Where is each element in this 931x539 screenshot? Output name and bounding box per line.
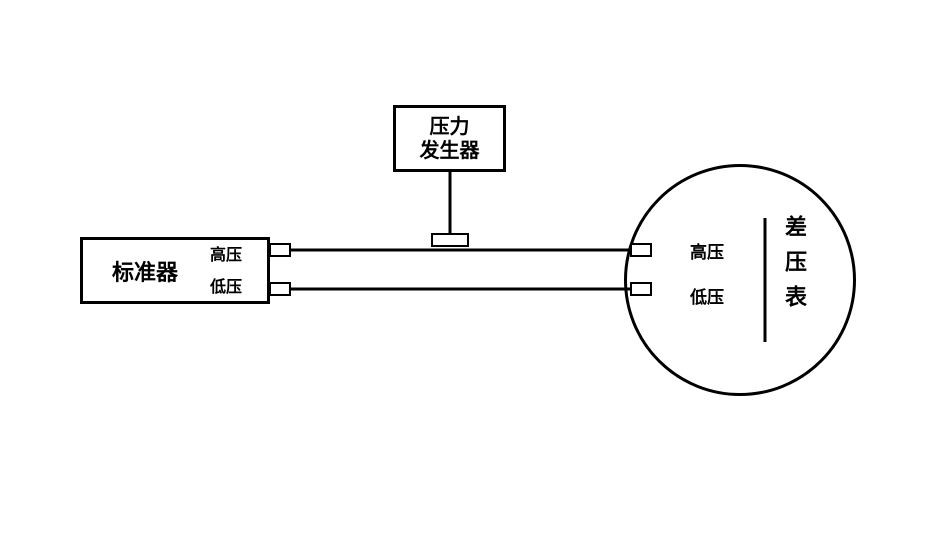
pressure-generator-box: 压力 发生器: [393, 105, 506, 172]
gauge-title-text: 差压表: [782, 215, 807, 320]
standard-device-high-label: 高压: [210, 241, 242, 265]
standard-device-low-label: 低压: [210, 273, 242, 297]
pressure-generator-label-line1: 压力: [430, 115, 470, 139]
gauge-high-label: 高压: [690, 238, 724, 263]
standard-device-label: 标准器: [112, 255, 178, 287]
diff-pressure-gauge-circle: [624, 164, 856, 396]
pressure-generator-label-line2: 发生器: [420, 139, 480, 163]
gauge-title: 差压表: [778, 215, 810, 320]
gauge-low-label: 低压: [690, 283, 724, 308]
